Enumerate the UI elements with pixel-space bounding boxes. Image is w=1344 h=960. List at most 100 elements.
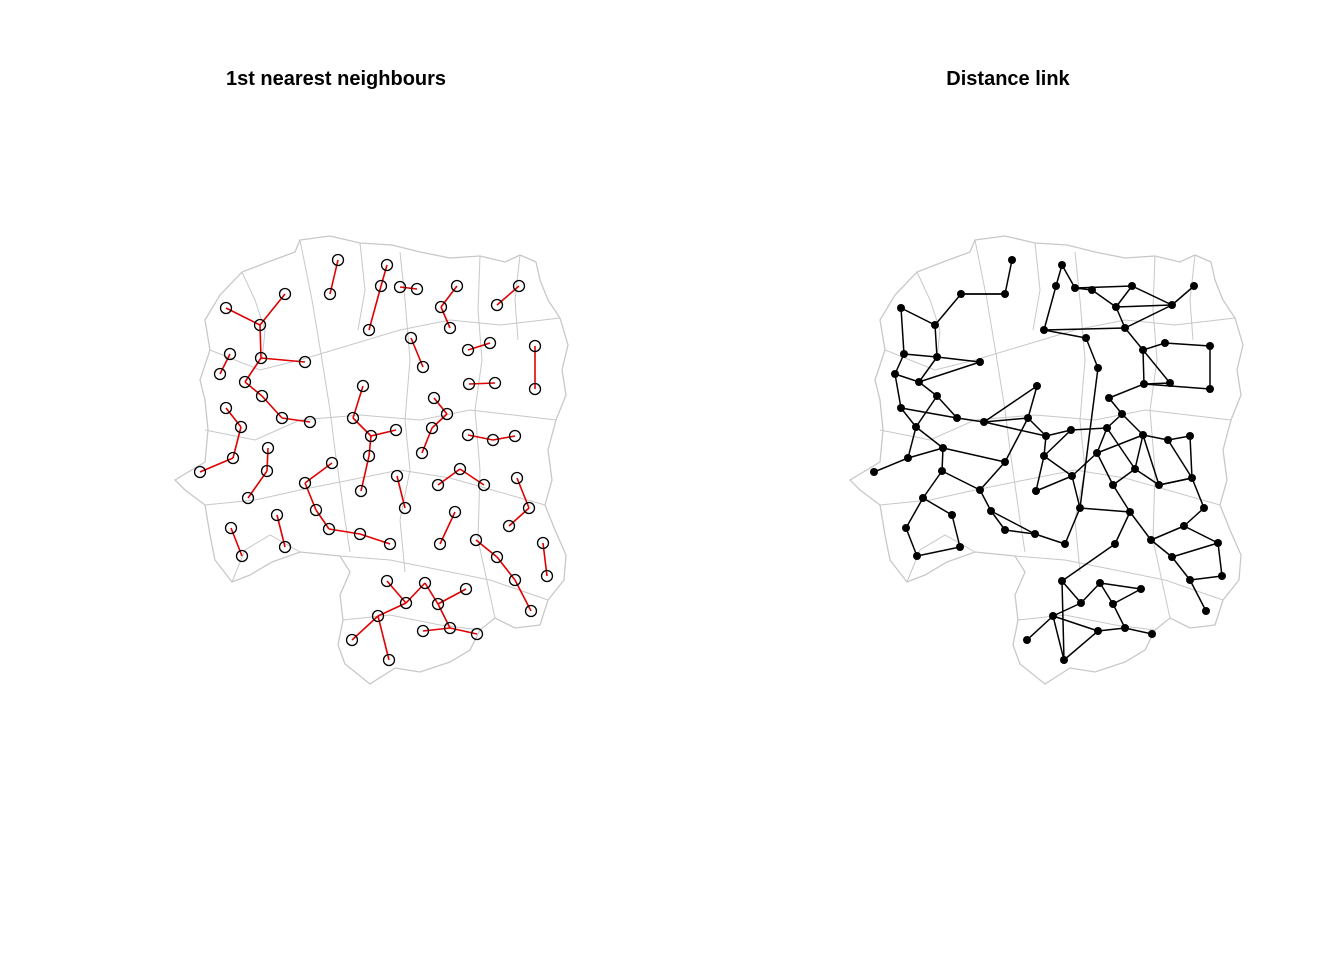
knn-node	[193, 465, 207, 479]
distance-node	[1042, 432, 1050, 440]
knn-node	[322, 522, 336, 536]
distance-node	[902, 524, 910, 532]
knn-node	[331, 253, 345, 267]
distance-node	[1121, 624, 1129, 632]
distance-link	[936, 356, 981, 363]
distance-link	[1080, 582, 1101, 604]
distance-node	[1076, 504, 1084, 512]
distance-link	[983, 385, 1038, 423]
knn-link	[368, 285, 382, 331]
distance-node	[1180, 522, 1188, 530]
knn-link	[496, 285, 520, 306]
knn-link	[244, 357, 262, 383]
distance-link	[1124, 627, 1153, 635]
knn-node	[278, 540, 292, 554]
distance-link-map	[848, 235, 1244, 685]
distance-link	[1097, 627, 1126, 632]
distance-link	[1071, 475, 1081, 509]
knn-node	[371, 609, 385, 623]
knn-node	[448, 505, 462, 519]
distance-links	[873, 259, 1223, 661]
distance-link	[1079, 507, 1131, 513]
distance-link	[1064, 507, 1081, 545]
knn-link	[225, 407, 242, 428]
knn-node	[450, 279, 464, 293]
knn-link	[410, 337, 424, 368]
distance-link	[1043, 329, 1087, 339]
distance-link	[1112, 484, 1131, 513]
knn-link	[467, 342, 491, 351]
distance-link	[1189, 575, 1223, 581]
distance-link	[1171, 556, 1191, 581]
knn-node	[536, 536, 550, 550]
distance-link	[1096, 427, 1108, 454]
distance-link	[1043, 455, 1073, 477]
knn-node	[380, 574, 394, 588]
distance-node	[1071, 284, 1079, 292]
distance-link	[1183, 525, 1219, 544]
study-area-outline	[848, 235, 1244, 685]
distance-link	[1061, 543, 1116, 582]
knn-node	[522, 501, 536, 515]
knn-node	[431, 597, 445, 611]
knn-node	[241, 491, 255, 505]
distance-node	[980, 418, 988, 426]
knn-node	[364, 429, 378, 443]
distance-node	[1094, 627, 1102, 635]
knn-node	[470, 627, 484, 641]
knn-node	[415, 446, 429, 460]
knn-node	[238, 375, 252, 389]
district-boundary	[204, 409, 557, 441]
knn-node	[477, 478, 491, 492]
distance-link	[1052, 615, 1099, 632]
distance-link	[1074, 285, 1133, 289]
distance-node	[939, 444, 947, 452]
distance-node	[1121, 324, 1129, 332]
distance-link	[1112, 588, 1142, 605]
distance-node	[1200, 504, 1208, 512]
distance-link	[1004, 529, 1036, 535]
distance-link	[905, 527, 918, 557]
distance-node	[919, 494, 927, 502]
knn-node	[459, 582, 473, 596]
distance-link	[1004, 417, 1029, 463]
distance-node	[915, 378, 923, 386]
knn-link	[508, 507, 530, 527]
distance-node	[1067, 426, 1075, 434]
distance-link	[1099, 582, 1114, 605]
knn-node	[512, 279, 526, 293]
distance-link	[1108, 383, 1145, 399]
distance-node	[1164, 436, 1172, 444]
distance-node	[1058, 261, 1066, 269]
distance-node	[976, 486, 984, 494]
distance-node	[1166, 379, 1174, 387]
distance-node	[1001, 526, 1009, 534]
knn-node	[235, 549, 249, 563]
knn-node	[354, 484, 368, 498]
distance-node	[1147, 536, 1155, 544]
knn-node	[323, 287, 337, 301]
knn-node	[224, 521, 238, 535]
knn-node	[434, 300, 448, 314]
distance-node	[1033, 382, 1041, 390]
knn-node	[278, 287, 292, 301]
knn-node	[382, 653, 396, 667]
knn-node	[362, 323, 376, 337]
distance-link	[905, 497, 924, 529]
distance-link	[916, 546, 961, 557]
knn-node	[390, 469, 404, 483]
distance-link	[1099, 582, 1142, 590]
distance-link	[1096, 434, 1144, 454]
knn-link	[424, 582, 439, 605]
knn-link	[225, 307, 261, 326]
distance-link	[1096, 452, 1114, 486]
knn-link	[437, 588, 467, 605]
knn-node	[346, 411, 360, 425]
knn-link	[281, 417, 311, 423]
knn-node	[490, 550, 504, 564]
knn-node	[383, 537, 397, 551]
distance-link	[1035, 455, 1045, 492]
knn-node	[524, 604, 538, 618]
knn-node	[508, 429, 522, 443]
distance-node	[1023, 636, 1031, 644]
